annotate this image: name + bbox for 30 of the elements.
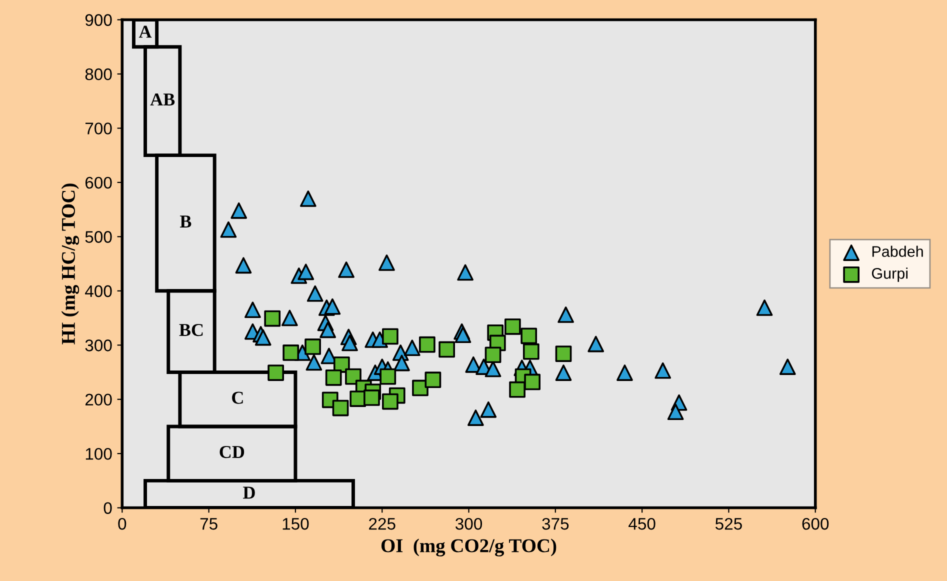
y-axis-title: HI (mg HC/g TOC) — [61, 184, 80, 344]
x-tick-label: 375 — [542, 518, 569, 530]
x-tick-label: 450 — [628, 518, 656, 530]
x-tick-label: 150 — [282, 518, 309, 530]
y-tick-label: 800 — [85, 68, 112, 80]
annotation: CD — [220, 446, 244, 458]
annotation: B — [180, 216, 192, 228]
x-tick-label: 0 — [118, 518, 126, 530]
y-tick-label: 0 — [104, 502, 112, 514]
y-tick-label: 200 — [85, 394, 112, 406]
y-tick-label: 300 — [85, 340, 112, 352]
y-tick-label: 400 — [85, 285, 112, 298]
annotation: BC — [179, 324, 203, 336]
x-axis-title: OI (mg CO2/g TOC) — [381, 538, 556, 556]
x-tick-label: 600 — [802, 518, 829, 530]
annotation: AB — [150, 94, 175, 106]
annotation: A — [138, 26, 152, 38]
y-tick-label: 600 — [85, 176, 112, 189]
annotation: C — [232, 392, 243, 404]
legend-label: Gurpi — [872, 268, 908, 282]
y-tick-label: 100 — [86, 448, 112, 460]
annotation: D — [243, 486, 255, 499]
y-tick-label: 900 — [85, 14, 112, 26]
legend-label: Pabdeh — [872, 246, 923, 257]
x-tick-label: 225 — [369, 518, 396, 530]
x-tick-label: 525 — [715, 518, 742, 530]
x-tick-label: 75 — [200, 518, 218, 530]
y-tick-label: 700 — [85, 122, 112, 134]
y-tick-label: 500 — [85, 231, 112, 243]
x-tick-label: 300 — [456, 518, 482, 530]
